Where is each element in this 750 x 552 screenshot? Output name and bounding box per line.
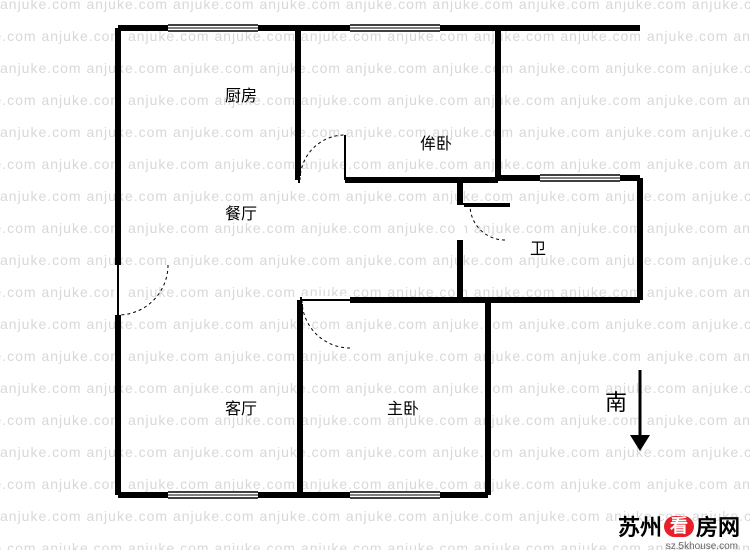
- logo-prefix: 苏州: [618, 510, 662, 542]
- floorplan-svg: [0, 0, 750, 550]
- logo-suffix: 房网: [696, 510, 740, 542]
- site-logo: 苏州 看 房网: [618, 510, 740, 542]
- logo-badge: 看: [664, 516, 694, 537]
- logo-url: sz.5khouse.com: [666, 541, 738, 552]
- compass: 南: [605, 385, 627, 417]
- compass-label: 南: [605, 390, 627, 415]
